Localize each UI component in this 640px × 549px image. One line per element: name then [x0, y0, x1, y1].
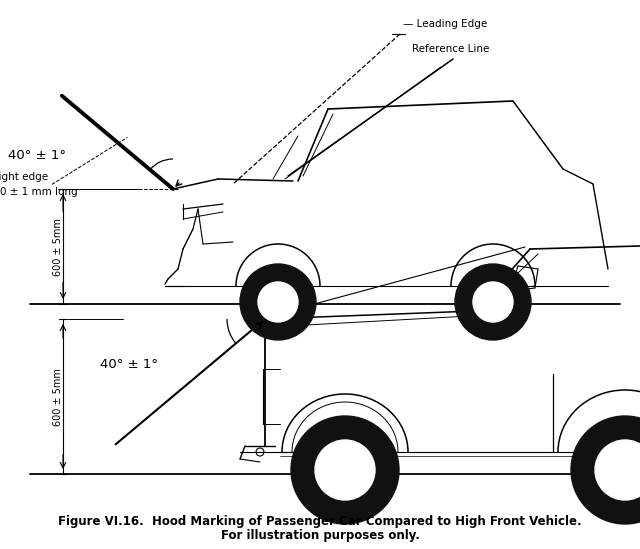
Text: For illustration purposes only.: For illustration purposes only.: [221, 529, 419, 542]
Text: 40° ± 1°: 40° ± 1°: [100, 357, 158, 371]
Circle shape: [455, 264, 531, 340]
Circle shape: [315, 440, 375, 500]
Circle shape: [291, 416, 399, 524]
Circle shape: [258, 282, 298, 322]
Text: Figure VI.16.  Hood Marking of Passenger Car Compared to High Front Vehicle.: Figure VI.16. Hood Marking of Passenger …: [58, 514, 582, 528]
Circle shape: [473, 282, 513, 322]
Text: — Leading Edge: — Leading Edge: [403, 19, 487, 29]
Circle shape: [240, 264, 316, 340]
Text: Straight edge: Straight edge: [0, 172, 48, 182]
Text: 40° ± 1°: 40° ± 1°: [8, 149, 66, 163]
Text: Reference Line: Reference Line: [412, 44, 490, 54]
Text: 1,000 ± 1 mm long: 1,000 ± 1 mm long: [0, 187, 77, 198]
Text: 600 ± 5mm: 600 ± 5mm: [53, 368, 63, 426]
Text: 600 ± 5mm: 600 ± 5mm: [53, 218, 63, 276]
Circle shape: [571, 416, 640, 524]
Circle shape: [595, 440, 640, 500]
